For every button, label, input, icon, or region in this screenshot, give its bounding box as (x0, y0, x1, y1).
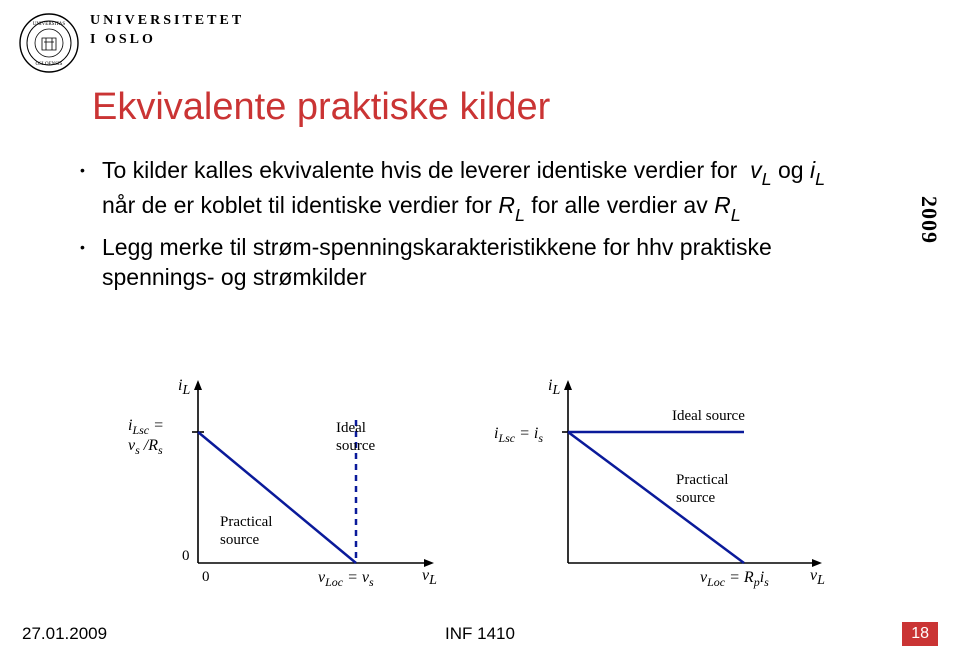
slide: UNIVERSITAS OSLOENSIS UNIVERSITETET I OS… (0, 0, 960, 658)
svg-text:source: source (676, 490, 715, 506)
header-logo-area: UNIVERSITAS OSLOENSIS UNIVERSITETET I OS… (18, 12, 244, 74)
left-chart: iL iLsc = vs /Rs Ideal source Practical … (128, 377, 437, 589)
bullet-text-2: Legg merke til strøm-spenningskarakteris… (102, 232, 860, 293)
bullet-list: • To kilder kalles ekvivalente hvis de l… (80, 155, 860, 298)
svg-text:vL: vL (422, 567, 437, 588)
right-practical-label: Practical (676, 472, 728, 488)
bullet-item: • Legg merke til strøm-spenningskarakter… (80, 232, 860, 293)
footer-date: 27.01.2009 (22, 624, 107, 644)
bullet-dot-icon: • (80, 155, 102, 226)
svg-text:vLoc = Rpis: vLoc = Rpis (700, 569, 769, 589)
iv-characteristics-diagram: iL iLsc = vs /Rs Ideal source Practical … (128, 368, 828, 598)
svg-text:0: 0 (182, 548, 190, 564)
footer-page-number: 18 (902, 622, 938, 646)
left-practical-label: Practical (220, 514, 272, 530)
charts-container: iL iLsc = vs /Rs Ideal source Practical … (128, 368, 828, 598)
svg-text:vs /Rs: vs /Rs (128, 437, 163, 457)
svg-text:source: source (220, 532, 259, 548)
slide-title: Ekvivalente praktiske kilder (92, 86, 550, 129)
svg-text:iLsc = is: iLsc = is (494, 425, 543, 445)
svg-text:iLsc =: iLsc = (128, 417, 164, 437)
svg-text:iL: iL (548, 377, 560, 398)
slide-footer: 27.01.2009 INF 1410 18 (22, 622, 938, 646)
svg-text:source: source (336, 438, 375, 454)
svg-text:UNIVERSITAS: UNIVERSITAS (33, 22, 66, 27)
bullet-dot-icon: • (80, 232, 102, 293)
university-name: UNIVERSITETET I OSLO (90, 12, 244, 50)
left-ideal-label: Ideal (336, 420, 366, 436)
bullet-text-1: To kilder kalles ekvivalente hvis de lev… (102, 155, 860, 226)
svg-text:iL: iL (178, 377, 190, 398)
right-chart: iL iLsc = is Ideal source Practical sour… (494, 377, 825, 589)
uni-line1: UNIVERSITETET (90, 12, 244, 31)
svg-text:vLoc = vs: vLoc = vs (318, 569, 374, 589)
year-vertical-label: 2009 (916, 196, 942, 244)
svg-text:OSLOENSIS: OSLOENSIS (36, 62, 63, 67)
uni-line2: I OSLO (90, 31, 244, 50)
bullet-item: • To kilder kalles ekvivalente hvis de l… (80, 155, 860, 226)
footer-course: INF 1410 (445, 624, 515, 644)
svg-text:0: 0 (202, 569, 210, 585)
right-ideal-label: Ideal source (672, 408, 745, 424)
svg-text:vL: vL (810, 567, 825, 588)
university-seal-icon: UNIVERSITAS OSLOENSIS (18, 12, 80, 74)
